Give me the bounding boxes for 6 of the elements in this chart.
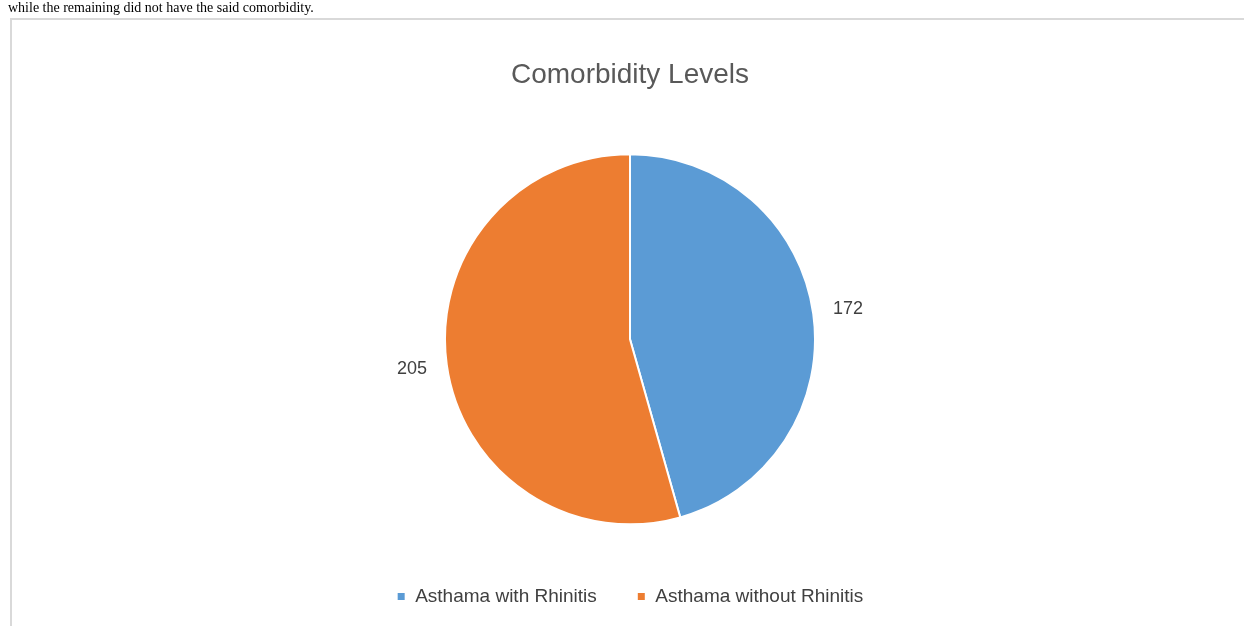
legend-label: Asthama without Rhinitis	[655, 584, 864, 606]
text: while the remaining did not have the said comorbidity.	[8, 0, 314, 16]
data-label: 205	[397, 358, 428, 379]
legend-label: Asthama with Rhinitis	[415, 584, 597, 606]
chart-title: Comorbidity Levels	[510, 57, 750, 89]
data-label: 172	[832, 298, 863, 319]
